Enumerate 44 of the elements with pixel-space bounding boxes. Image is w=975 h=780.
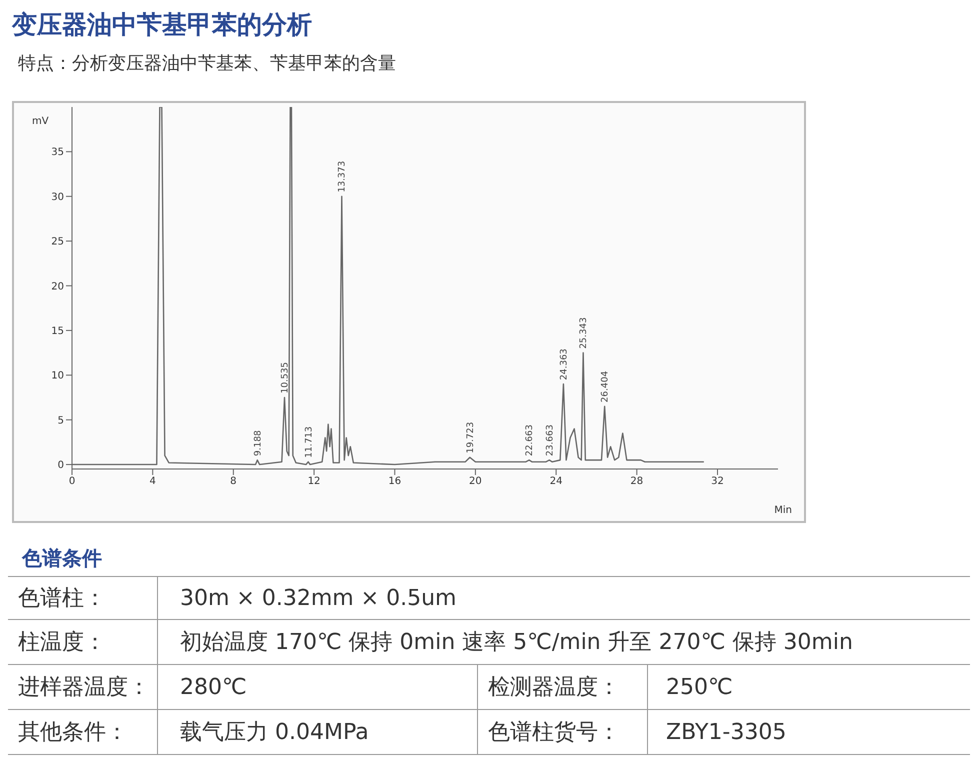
text: 色谱柱： [8,577,158,619]
annotation: 11.713 [304,426,314,458]
y-tick-label: 15 [51,326,64,338]
text: 30m × 0.32mm × 0.5um [179,584,458,612]
text: 初始温度 170℃ 保持 0min 速率 5℃/min 升至 270℃ 保持 30min [179,629,854,657]
x-tick-label: 12 [308,476,320,488]
x-tick-label: 4 [150,476,156,488]
annotation: 10.535 [280,362,291,394]
x-tick-label: 0 [68,476,76,488]
annotation: 25.343 [579,317,590,349]
chart-title: 变压器油中苄基甲苯的分析 [12,9,313,41]
text: 250℃ [665,674,734,702]
annotation: 26.404 [600,370,611,402]
y-tick-label: 35 [51,147,64,158]
text: 其他条件： [8,710,158,754]
text: 色谱柱货号： [478,710,648,754]
text: 柱温度： [8,620,158,664]
x-tick-label: 20 [469,476,482,488]
y-tick-label: 20 [51,281,64,292]
y-tick-label: 0 [58,460,64,472]
text: 载气压力 0.04MPa [158,710,478,754]
x-tick-label: 32 [711,476,724,488]
x-tick-label: 16 [388,476,402,488]
x-tick-label: 28 [630,476,644,488]
annotation: 22.663 [525,424,536,456]
annotation: 24.363 [559,348,570,380]
y-tick-label: 10 [51,370,64,382]
y-axis-title: mV [32,116,49,128]
y-tick-label: 25 [51,236,64,248]
text: 检测器温度： [478,665,648,709]
x-tick-label: 24 [550,476,562,488]
text: 进样器温度： [8,665,158,709]
chart-subtitle: 特点：分析变压器油中苄基苯、苄基甲苯的含量 [18,52,397,75]
text: 色谱条件 [22,545,103,572]
text: 280℃ [158,665,478,709]
text: ZBY1-3305 [665,718,788,746]
annotation: 13.373 [338,160,348,192]
annotation: 23.663 [545,424,556,456]
annotation: 9.188 [253,430,264,456]
x-axis-title: Min [774,505,792,516]
y-tick-label: 30 [51,192,64,203]
x-tick-label: 8 [230,476,237,488]
annotation: 19.723 [466,422,476,454]
y-tick-label: 5 [58,415,64,426]
